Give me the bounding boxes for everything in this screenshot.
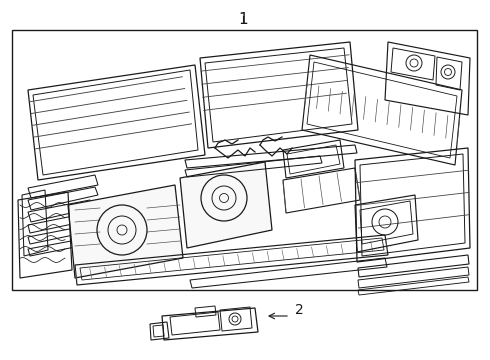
Polygon shape: [68, 185, 183, 278]
Text: 2: 2: [295, 303, 304, 317]
Text: 1: 1: [238, 12, 248, 27]
Polygon shape: [180, 162, 272, 248]
